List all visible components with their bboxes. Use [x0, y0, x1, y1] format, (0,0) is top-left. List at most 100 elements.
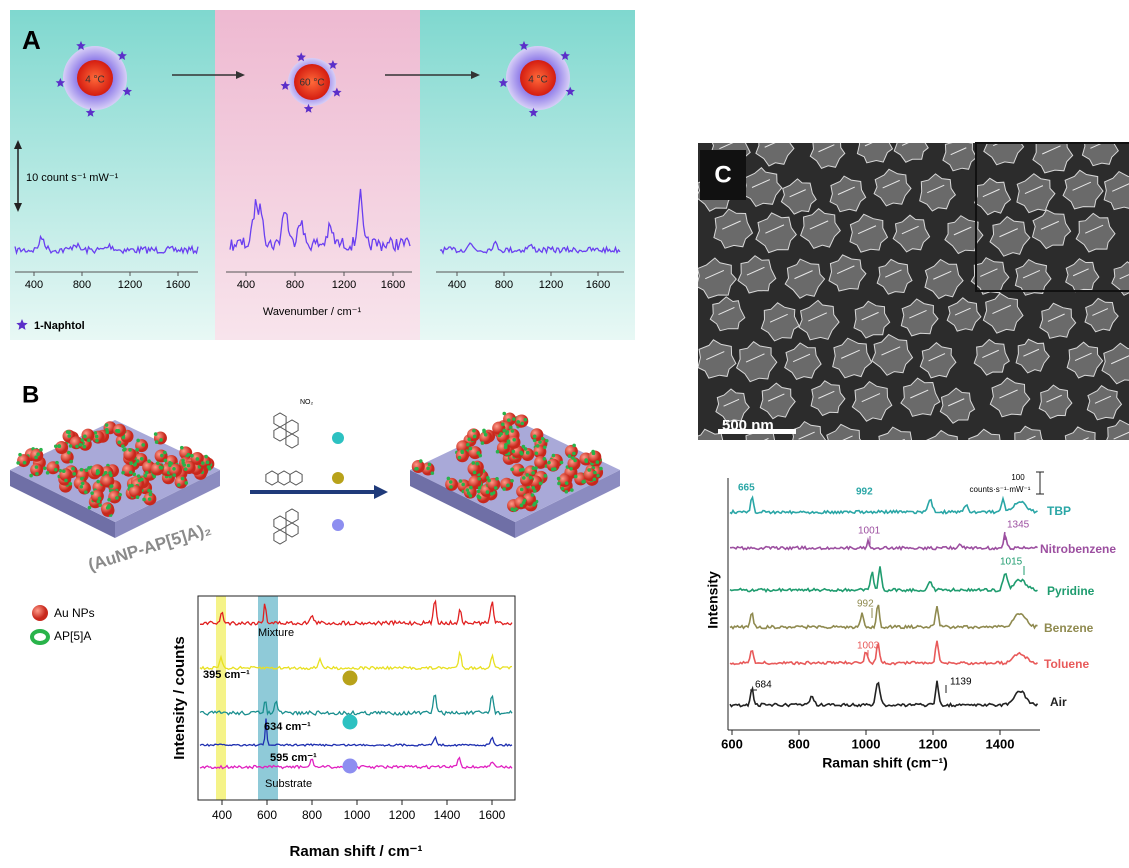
macrocycle [510, 429, 515, 433]
macrocycle [158, 465, 163, 470]
macrocycle [84, 468, 89, 472]
star [16, 319, 28, 330]
particle-edge [933, 270, 952, 280]
particle [968, 428, 1001, 440]
macrocycle [582, 479, 587, 484]
highlight-band [258, 596, 278, 800]
x-tick-label: 1600 [166, 279, 190, 291]
macrocycle [143, 473, 148, 478]
macrocycle [506, 483, 510, 488]
macrocycle [195, 457, 200, 461]
macrocycle [97, 496, 102, 501]
macrocycle [573, 474, 578, 479]
macrocycle [141, 443, 146, 447]
particle-edge [1023, 348, 1040, 357]
inset-frame [975, 142, 1129, 292]
macrocycle [461, 482, 465, 487]
macrocycle [68, 444, 73, 448]
macrocycle [80, 438, 85, 442]
macrocycle [135, 459, 140, 463]
macrocycle [495, 449, 500, 454]
macrocycle [551, 453, 556, 458]
star [85, 107, 96, 117]
particle [900, 377, 941, 417]
particle [1014, 425, 1044, 440]
macrocycle [78, 442, 83, 447]
particle-edge [1111, 355, 1129, 365]
macrocycle [87, 505, 92, 510]
macrocycle [69, 459, 74, 464]
particle-edge [954, 307, 971, 316]
macrocycle [596, 473, 600, 478]
molecule-ring [277, 470, 291, 486]
macrocycle [571, 456, 575, 460]
particle [1101, 342, 1129, 385]
particle [760, 302, 800, 342]
macrocycle [53, 467, 58, 472]
macrocycle [67, 450, 71, 455]
particle-edge [881, 346, 901, 356]
particle [715, 388, 750, 424]
macrocycle [476, 489, 481, 494]
particle-edge [885, 269, 902, 278]
macrocycle [36, 452, 40, 456]
macrocycle [183, 467, 188, 471]
macrocycle [34, 455, 38, 460]
macrocycle [153, 432, 158, 436]
nanoparticle [411, 459, 425, 473]
nitro-label: NO₂ [300, 399, 314, 406]
particle [939, 387, 976, 424]
macrocycle [53, 444, 58, 449]
particle-edge [928, 353, 946, 362]
macrocycle [542, 445, 547, 450]
macrocycle [148, 492, 153, 497]
macrocycle [538, 481, 543, 486]
particle [873, 168, 912, 207]
molecule-ring [285, 522, 299, 538]
particle-edge [1074, 352, 1092, 362]
x-tick-label: 1000 [852, 736, 881, 751]
particle [876, 258, 913, 295]
macrocycle [573, 458, 577, 463]
x-tick-label: 1400 [986, 736, 1015, 751]
particle [973, 177, 1012, 216]
macrocycle [159, 438, 163, 442]
peak-label: 684 [755, 680, 772, 691]
particle-edge [882, 179, 900, 189]
particle-edge [723, 398, 740, 407]
macrocycle [572, 451, 576, 456]
particle-edge [718, 307, 735, 315]
macrocycle [205, 460, 210, 465]
star [303, 103, 314, 113]
macrocycle [427, 462, 432, 467]
particle [1031, 209, 1072, 250]
particle [982, 292, 1024, 334]
particle [871, 333, 914, 376]
nanoparticle [129, 484, 143, 498]
particle-edge [699, 441, 717, 449]
particle [1032, 143, 1074, 174]
macrocycle [418, 459, 423, 463]
nanoparticle-core [77, 60, 113, 96]
intensity-scale: 100 [1011, 473, 1025, 482]
macrocycle [495, 476, 499, 481]
particle-edge [1040, 220, 1060, 230]
macrocycle [137, 478, 142, 483]
x-tick-label: 800 [73, 279, 91, 291]
macrocycle [115, 496, 119, 500]
macrocycle [508, 425, 513, 430]
particle [755, 212, 797, 254]
macrocycle [168, 463, 172, 468]
particle-edge [1094, 395, 1112, 404]
nanoparticle [77, 481, 91, 495]
macrocycle [560, 486, 565, 491]
particle [1066, 341, 1104, 379]
macrocycle [448, 480, 453, 484]
particle [919, 173, 957, 212]
particle-edge [1090, 143, 1104, 149]
particle-edge [751, 179, 771, 188]
particle-edge [909, 309, 927, 319]
macrocycle [84, 490, 88, 494]
x-tick-label: 1200 [118, 279, 142, 291]
macrocycle [518, 468, 523, 472]
